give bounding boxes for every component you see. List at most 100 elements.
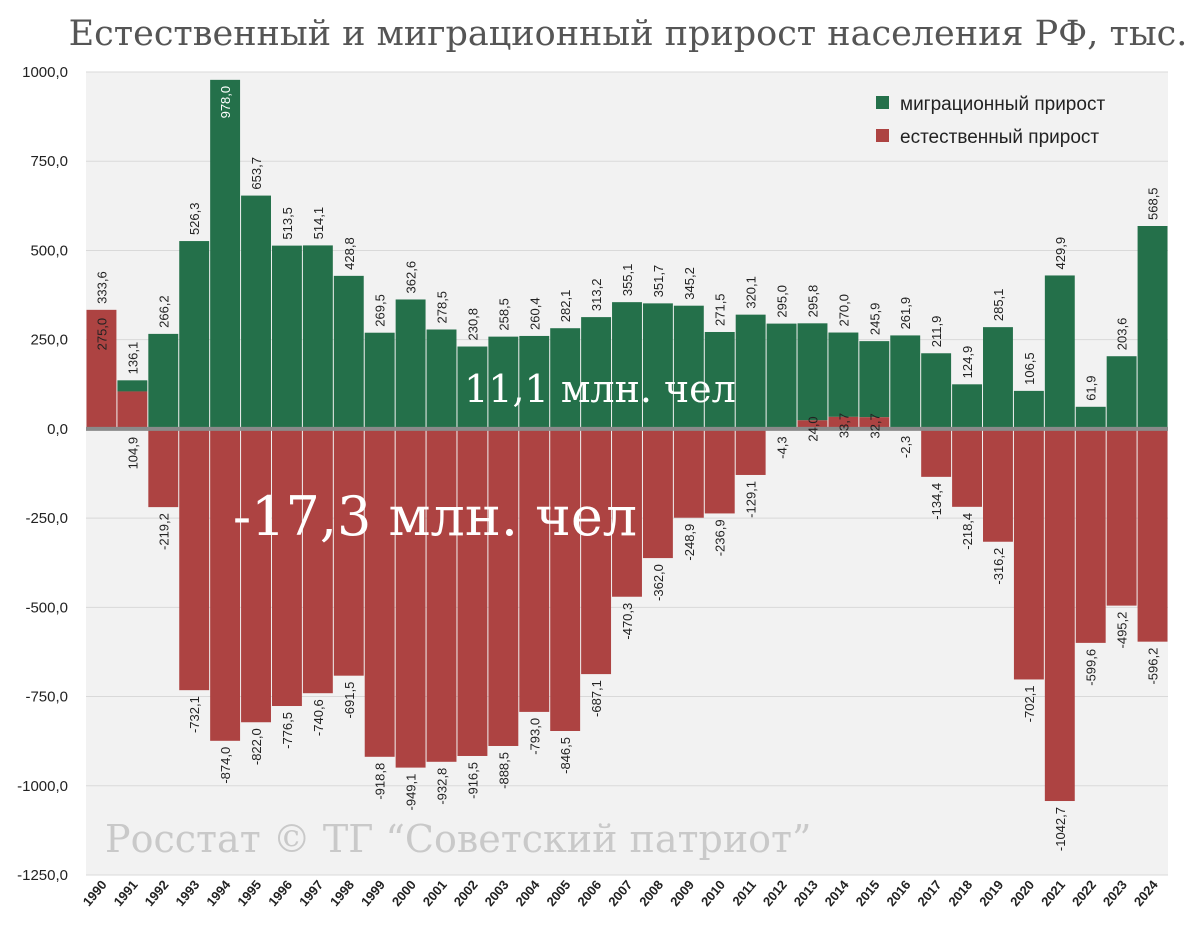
- y-tick-label: -1000,0: [17, 778, 68, 795]
- legend-swatch-migration: [876, 96, 889, 109]
- natural-bar: [1013, 428, 1044, 680]
- y-tick-label: -250,0: [25, 510, 68, 527]
- x-tick-label: 2009: [667, 877, 697, 909]
- migration-bar: [1013, 390, 1044, 429]
- migration-data-label: 333,6: [94, 271, 109, 304]
- migration-bar: [488, 336, 519, 429]
- natural-bar: [642, 428, 673, 559]
- migration-data-label: 295,0: [775, 285, 790, 318]
- x-tick-label: 2023: [1100, 877, 1130, 909]
- natural-bar: [457, 428, 488, 756]
- x-tick-label: 2021: [1038, 877, 1068, 909]
- natural-data-label: -1042,7: [1053, 807, 1068, 851]
- migration-bar: [148, 333, 179, 429]
- natural-data-label: -495,2: [1115, 612, 1130, 649]
- migration-data-label: 245,9: [867, 303, 882, 336]
- natural-data-label: -932,8: [435, 768, 450, 805]
- x-tick-label: 2002: [451, 877, 481, 909]
- natural-bar: [828, 416, 859, 429]
- x-tick-label: 2004: [512, 877, 543, 909]
- migration-bar: [333, 275, 364, 429]
- natural-data-label: -916,5: [465, 762, 480, 799]
- migration-bar: [859, 341, 890, 418]
- migration-data-label: 61,9: [1084, 375, 1099, 400]
- natural-data-label: -4,3: [775, 436, 790, 458]
- x-tick-label: 1998: [327, 877, 357, 909]
- chart-title: Естественный и миграционный прирост насе…: [69, 14, 1188, 54]
- x-tick-label: 2013: [791, 877, 821, 909]
- migration-data-label: 282,1: [558, 290, 573, 323]
- natural-bar: [241, 428, 271, 723]
- x-tick-label: 2001: [420, 877, 450, 909]
- natural-data-label: 33,7: [836, 413, 851, 438]
- x-tick-label: 1999: [358, 877, 388, 909]
- natural-bar: [519, 428, 550, 712]
- natural-bar: [797, 420, 828, 429]
- x-tick-label: 1992: [142, 877, 172, 909]
- y-tick-label: 1000,0: [22, 64, 68, 81]
- migration-data-label: 260,4: [527, 297, 542, 330]
- migration-data-label: 258,5: [496, 298, 511, 331]
- migration-bar: [364, 332, 395, 429]
- y-tick-label: -1250,0: [17, 867, 68, 884]
- natural-data-label: -316,2: [991, 548, 1006, 585]
- migration-data-label: 362,6: [404, 261, 419, 294]
- legend-label-natural: естественный прирост: [900, 127, 1099, 148]
- migration-bar: [1137, 225, 1168, 429]
- migration-total-annotation: 11,1 млн. чел: [464, 367, 736, 411]
- x-tick-label: 1996: [265, 877, 295, 909]
- x-tick-label: 2010: [698, 877, 728, 909]
- y-tick-label: 250,0: [30, 332, 68, 349]
- y-tick-label: 500,0: [30, 242, 68, 259]
- natural-data-label: -888,5: [496, 752, 511, 789]
- natural-bar: [704, 428, 735, 514]
- natural-bar: [333, 428, 364, 676]
- natural-bar: [673, 428, 704, 518]
- legend: миграционный прирост естественный прирос…: [876, 94, 1105, 148]
- migration-bar: [457, 346, 488, 429]
- migration-data-label: 230,8: [465, 308, 480, 341]
- migration-bar: [921, 353, 952, 429]
- migration-bar: [426, 329, 457, 429]
- y-tick-label: -500,0: [25, 599, 68, 616]
- migration-bar: [952, 384, 983, 429]
- x-tick-label: 1993: [172, 877, 202, 909]
- migration-bar: [983, 327, 1013, 429]
- natural-bar: [117, 391, 148, 429]
- x-tick-label: 1995: [234, 877, 264, 909]
- natural-data-label: -874,0: [218, 747, 233, 784]
- migration-data-label: 513,5: [280, 207, 295, 240]
- x-tick-label: 1991: [111, 877, 141, 909]
- migration-bar: [302, 245, 333, 429]
- x-tick-label: 1994: [203, 877, 234, 909]
- natural-bar: [179, 428, 210, 691]
- y-axis: 1000,0 750,0 500,0 250,0 0,0 -250,0 -500,0 -750…: [17, 64, 68, 884]
- natural-bar: [612, 428, 642, 597]
- x-tick-label: 2018: [945, 877, 975, 909]
- migration-bar: [1044, 275, 1075, 429]
- x-tick-label: 1997: [296, 877, 326, 909]
- natural-bar: [1137, 428, 1168, 642]
- migration-data-label: 124,9: [960, 346, 975, 379]
- natural-data-label: 275,0: [94, 318, 109, 351]
- migration-data-label: 313,2: [589, 279, 604, 312]
- migration-bar: [581, 317, 612, 429]
- migration-data-label: 136,1: [125, 342, 140, 375]
- natural-data-label: -918,8: [373, 763, 388, 800]
- migration-data-label: 271,5: [713, 293, 728, 326]
- migration-data-label: 270,0: [836, 294, 851, 327]
- x-tick-label: 2003: [482, 877, 512, 909]
- natural-data-label: -732,1: [187, 696, 202, 733]
- x-tick-label: 1990: [80, 877, 110, 909]
- natural-bar: [921, 428, 952, 477]
- x-tick-label: 2005: [543, 877, 573, 909]
- x-tick-label: 2014: [822, 877, 853, 909]
- natural-bar: [1075, 428, 1106, 643]
- source-watermark: Росстат © ТГ “Советский патриот”: [105, 817, 812, 861]
- migration-data-label: 295,8: [805, 285, 820, 318]
- migration-bar: [519, 335, 550, 429]
- natural-bar: [1106, 428, 1137, 606]
- x-tick-label: 2022: [1069, 877, 1099, 909]
- natural-data-label: -219,2: [156, 513, 171, 550]
- migration-data-label: 351,7: [651, 265, 666, 298]
